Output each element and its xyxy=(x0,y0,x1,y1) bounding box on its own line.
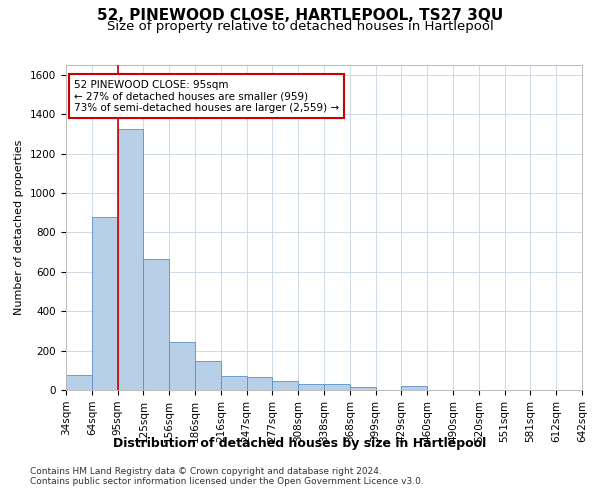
Y-axis label: Number of detached properties: Number of detached properties xyxy=(14,140,25,315)
Text: Contains HM Land Registry data © Crown copyright and database right 2024.: Contains HM Land Registry data © Crown c… xyxy=(30,467,382,476)
Bar xyxy=(92,216,118,390)
Bar xyxy=(118,129,143,390)
Bar xyxy=(324,384,350,390)
Bar xyxy=(350,387,376,390)
Bar xyxy=(195,362,221,390)
Text: Contains public sector information licensed under the Open Government Licence v3: Contains public sector information licen… xyxy=(30,477,424,486)
Bar xyxy=(272,381,298,390)
Bar xyxy=(66,375,92,390)
Bar xyxy=(143,259,169,390)
Bar xyxy=(401,386,427,390)
Bar xyxy=(221,376,247,390)
Bar xyxy=(169,342,195,390)
Text: 52, PINEWOOD CLOSE, HARTLEPOOL, TS27 3QU: 52, PINEWOOD CLOSE, HARTLEPOOL, TS27 3QU xyxy=(97,8,503,22)
Text: Distribution of detached houses by size in Hartlepool: Distribution of detached houses by size … xyxy=(113,438,487,450)
Text: 52 PINEWOOD CLOSE: 95sqm
← 27% of detached houses are smaller (959)
73% of semi-: 52 PINEWOOD CLOSE: 95sqm ← 27% of detach… xyxy=(74,80,339,113)
Text: Size of property relative to detached houses in Hartlepool: Size of property relative to detached ho… xyxy=(107,20,493,33)
Bar xyxy=(298,384,324,390)
Bar xyxy=(247,377,272,390)
